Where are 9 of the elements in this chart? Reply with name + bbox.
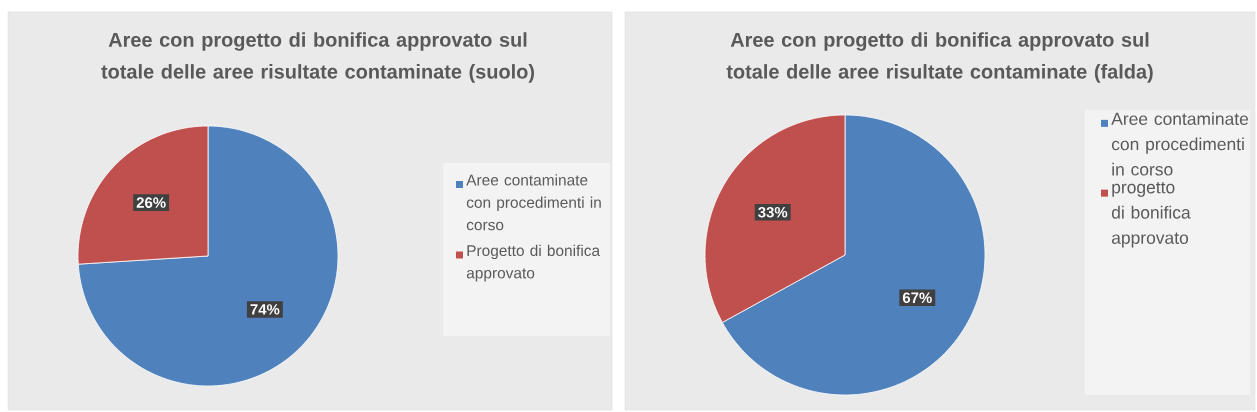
data-label: 74% bbox=[250, 304, 280, 315]
chart-title: Aree con progetto di bonifica approvato sul totale delle aree risultate contaminate (falda) bbox=[726, 32, 1153, 83]
legend-label: Aree contaminate con procedimenti in corso bbox=[466, 174, 601, 231]
chart-title: Aree con progetto di bonifica approvato sul totale delle aree risultate contaminate (suolo) bbox=[101, 32, 535, 83]
data-label: 26% bbox=[136, 197, 166, 208]
legend-label: progetto di bonifica approvato bbox=[1111, 181, 1191, 248]
data-label: 33% bbox=[758, 206, 788, 218]
data-label: 67% bbox=[902, 292, 932, 304]
legend-label: Progetto di bonifica approvato bbox=[466, 244, 601, 282]
